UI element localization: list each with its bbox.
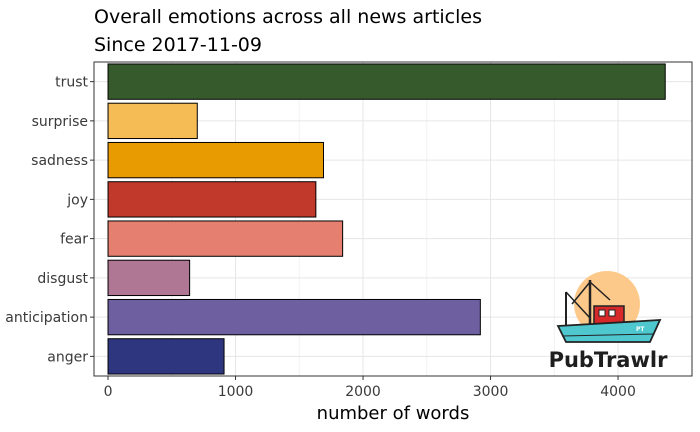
bar-joy <box>107 181 317 218</box>
category-label-fear: fear <box>60 232 88 248</box>
x-axis-label: number of words <box>317 403 470 424</box>
bar-trust <box>107 63 666 100</box>
category-label-sadness: sadness <box>31 153 88 169</box>
boat-tag: PT <box>636 326 645 333</box>
bar-anticipation <box>107 298 481 336</box>
x-tick-label: 1000 <box>218 384 254 400</box>
category-label-surprise: surprise <box>32 114 88 130</box>
bar-disgust <box>107 259 191 297</box>
category-label-trust: trust <box>55 75 88 91</box>
category-label-disgust: disgust <box>37 271 88 287</box>
panel-border <box>93 61 693 377</box>
category-label-anger: anger <box>47 349 88 365</box>
category-labels: trust surprise sadness joy fear disgust antici… <box>5 75 94 365</box>
x-tick-label: 4000 <box>600 384 636 400</box>
category-label-joy: joy <box>66 192 88 208</box>
x-tick-label: 2000 <box>345 384 381 400</box>
boat-logo-icon: PT PubTrawlr <box>549 271 669 372</box>
bar-fear <box>107 220 344 257</box>
x-tick-labels: 0 1000 2000 3000 4000 <box>104 376 636 400</box>
bar-sadness <box>107 141 325 179</box>
chart-title: Overall emotions across all news article… <box>94 6 482 28</box>
chart-subtitle: Since 2017-11-09 <box>94 34 262 56</box>
logo-text: PubTrawlr <box>549 348 669 372</box>
bar-anger <box>107 338 225 375</box>
x-tick-label: 0 <box>104 384 113 400</box>
category-label-anticipation: anticipation <box>5 310 88 326</box>
x-tick-label: 3000 <box>473 384 509 400</box>
bars <box>107 63 666 375</box>
bar-surprise <box>107 102 198 140</box>
